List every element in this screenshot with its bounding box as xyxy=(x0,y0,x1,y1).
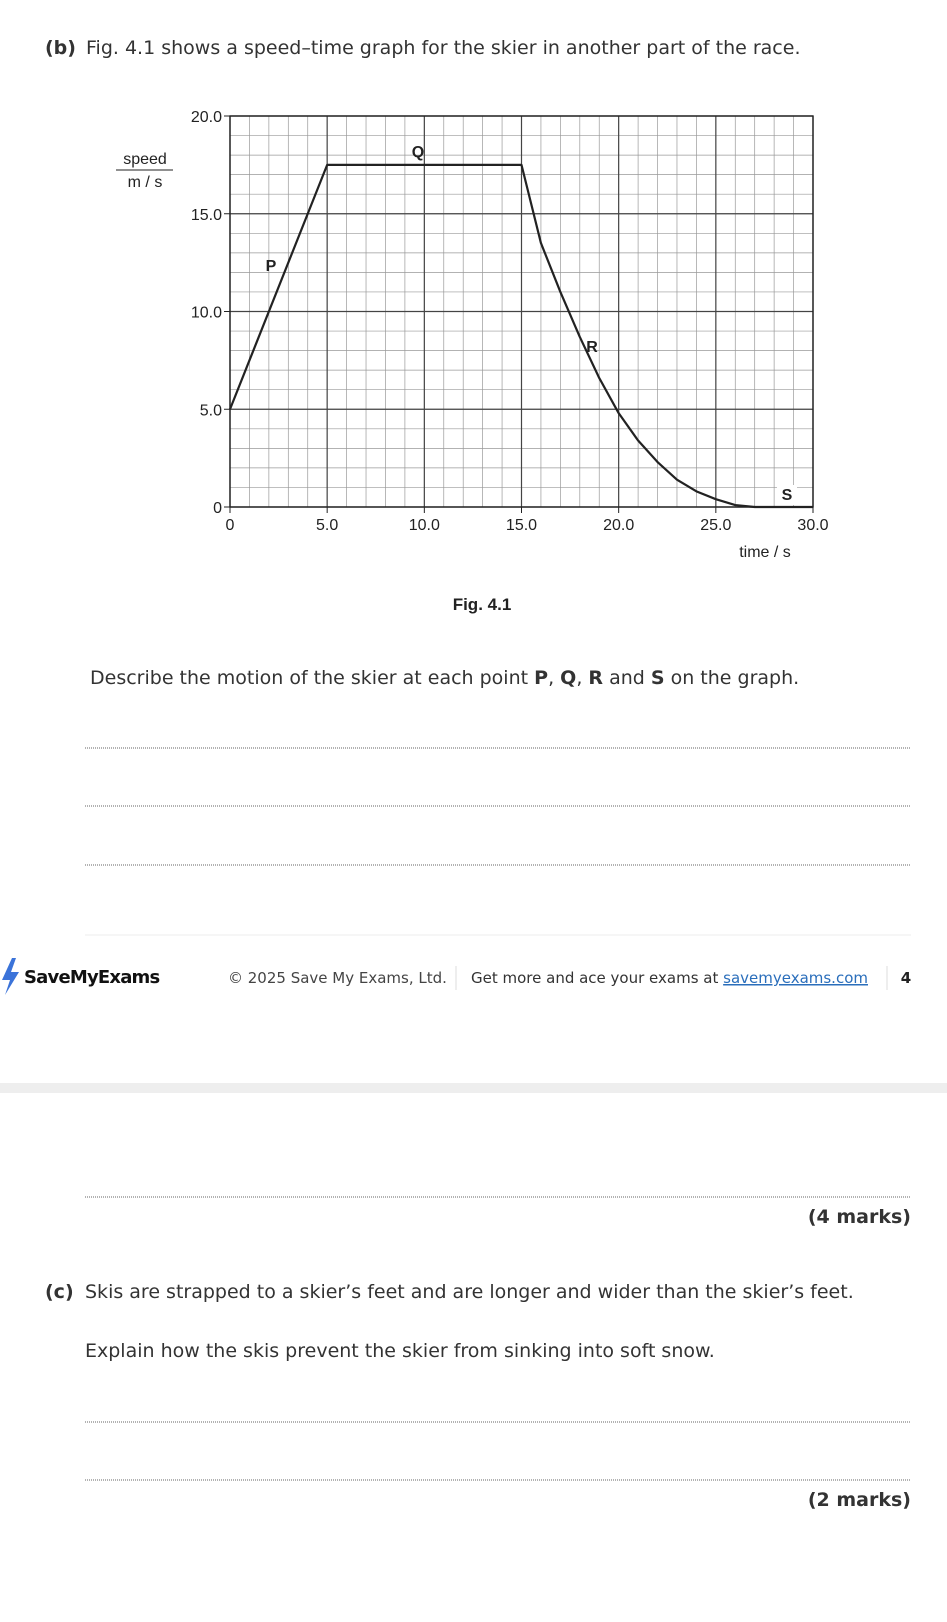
prompt-part: Q xyxy=(560,667,576,689)
figure-caption: Fig. 4.1 xyxy=(453,595,512,614)
brand: SaveMyExams xyxy=(24,967,160,988)
marks: (2 marks) xyxy=(808,1489,911,1511)
prompt-part: R xyxy=(588,667,603,689)
y-tick-label: 5.0 xyxy=(200,402,222,419)
prompt-part: , xyxy=(576,667,588,689)
prompt: Explain how the skis prevent the skier f… xyxy=(85,1340,715,1362)
y-tick-label: 10.0 xyxy=(191,305,222,322)
prompt-part: on the graph. xyxy=(665,667,800,689)
question-text: Fig. 4.1 shows a speed–time graph for th… xyxy=(86,37,801,59)
marks: (4 marks) xyxy=(808,1206,911,1228)
promo: Get more and ace your exams at savemyexa… xyxy=(471,969,868,987)
label-box xyxy=(777,485,797,505)
annotation: Q xyxy=(412,144,424,161)
page-break xyxy=(0,1083,947,1093)
plot-frame xyxy=(229,115,814,508)
question-label: (c) xyxy=(45,1281,74,1303)
y-tick-label: 0 xyxy=(213,500,222,517)
annotation: P xyxy=(266,258,277,275)
question-text: Skis are strapped to a skier’s feet and … xyxy=(85,1281,854,1303)
x-tick-label: 20.0 xyxy=(603,517,634,534)
prompt-part: Describe the motion of the skier at each… xyxy=(90,667,534,689)
y-tick-label: 15.0 xyxy=(191,207,222,224)
logo-icon xyxy=(2,958,19,995)
annotation: S xyxy=(782,487,793,504)
line xyxy=(228,163,813,509)
prompt: Describe the motion of the skier at each… xyxy=(90,667,799,689)
x-tick-label: 0 xyxy=(226,517,235,534)
chart: 0 5.0 10.0 15.0 20.0 25.0 30.0 0 5.0 10.0 15.0 20.0… xyxy=(116,109,829,561)
link[interactable]: savemyexams.com xyxy=(723,969,868,987)
y-tick-label: 20.0 xyxy=(191,109,222,126)
prompt-part: , xyxy=(548,667,560,689)
x-tick-label: 5.0 xyxy=(316,517,338,534)
promo-text: Get more and ace your exams at xyxy=(471,969,723,987)
x-tick-label: 15.0 xyxy=(506,517,537,534)
copyright: © 2025 Save My Exams, Ltd. xyxy=(228,969,447,987)
prompt-part: S xyxy=(651,667,665,689)
x-tick-label: 25.0 xyxy=(700,517,731,534)
prompt-part: and xyxy=(603,667,651,689)
prompt-part: P xyxy=(534,667,548,689)
x-tick-label: 30.0 xyxy=(797,517,828,534)
page-number: 4 xyxy=(901,969,911,987)
annotation: R xyxy=(586,339,598,356)
x-axis-label: time / s xyxy=(739,544,791,561)
question-label: (b) xyxy=(45,37,76,59)
y-axis-label: m / s xyxy=(128,174,163,191)
x-tick-label: 10.0 xyxy=(409,517,440,534)
y-axis-label: speed xyxy=(123,151,167,168)
